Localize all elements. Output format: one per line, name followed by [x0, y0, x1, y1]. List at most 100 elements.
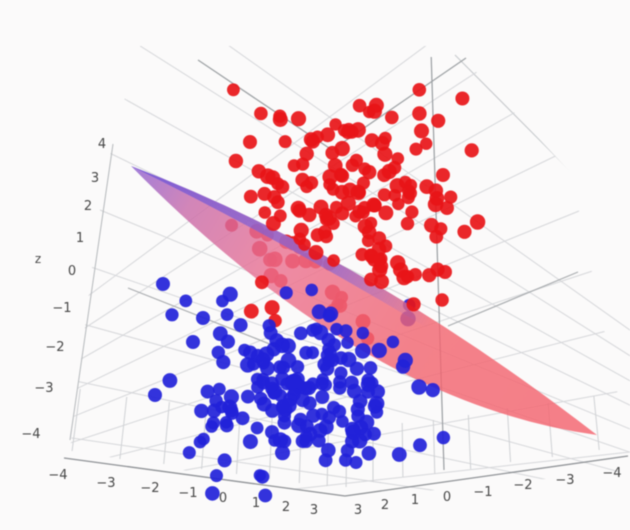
wall-grid-line [71, 388, 81, 452]
data-point-blue [341, 336, 354, 350]
data-point-red [278, 135, 292, 149]
data-point-red [243, 189, 258, 204]
data-point-red [290, 111, 307, 127]
data-point-red [367, 198, 382, 213]
z-tick-label: −2 [45, 340, 64, 355]
x-tick-label: 0 [219, 491, 227, 506]
y-tick-label: −4 [602, 466, 621, 481]
data-point-red [255, 275, 269, 290]
x-tick-label: −3 [96, 476, 115, 491]
y-tick-label: 1 [411, 493, 419, 508]
data-point-blue [274, 389, 287, 402]
data-point-blue [241, 389, 255, 404]
data-point-red [469, 214, 486, 230]
data-point-red [258, 206, 272, 219]
data-point-red [389, 178, 405, 194]
z-tick-label: 0 [68, 264, 76, 279]
data-point-blue [315, 390, 330, 404]
data-point-blue [286, 373, 303, 389]
data-point-blue [281, 397, 297, 414]
data-point-blue [371, 342, 387, 359]
data-point-red [290, 200, 306, 217]
data-point-red [435, 293, 449, 307]
data-point-red [412, 106, 427, 121]
data-point-blue [315, 407, 329, 421]
data-point-blue [334, 351, 348, 365]
grid-lines [63, 46, 630, 499]
grid-line [70, 331, 605, 472]
data-point-red [330, 200, 343, 214]
data-point-blue [397, 352, 413, 368]
data-point-blue [355, 343, 371, 359]
data-point-blue [250, 421, 264, 435]
data-point-red [412, 83, 427, 97]
z-tick-label: 2 [84, 199, 92, 214]
data-point-red [373, 253, 386, 266]
data-point-red [322, 169, 339, 185]
data-point-blue [391, 447, 407, 462]
data-point-red [362, 165, 377, 180]
data-point-blue [217, 453, 232, 468]
data-point-blue [319, 378, 332, 392]
pane-lattice [70, 46, 630, 499]
data-point-red [400, 216, 415, 231]
data-point-blue [196, 311, 210, 325]
data-point-blue [156, 277, 170, 291]
data-point-red [361, 234, 375, 248]
data-point-red [320, 127, 336, 143]
data-point-blue [413, 438, 427, 453]
data-point-blue [179, 294, 193, 308]
data-point-red [352, 98, 367, 113]
wall-grid-line [593, 395, 600, 451]
data-point-red [414, 123, 429, 139]
y-tick-label: −1 [473, 485, 492, 500]
data-point-red [271, 177, 285, 191]
y-tick-label: 2 [381, 498, 389, 513]
data-point-blue [349, 361, 364, 376]
data-point-blue [425, 383, 440, 398]
data-point-red [228, 153, 244, 169]
data-point-blue [215, 400, 228, 414]
grid-line [70, 46, 529, 321]
data-point-blue [222, 286, 238, 302]
data-point-red [326, 182, 340, 196]
data-point-red [342, 182, 358, 198]
data-point-red [319, 229, 334, 244]
wall-grid-line [163, 401, 170, 465]
z-tick-label: −3 [34, 381, 53, 396]
y-tick-label: 0 [443, 490, 451, 505]
data-point-blue [280, 352, 297, 369]
data-point-red [406, 297, 421, 312]
data-point-red [340, 125, 355, 140]
data-point-blue [279, 286, 293, 300]
data-point-red [299, 146, 314, 161]
data-point-red [464, 143, 479, 158]
x-tick-label: −2 [140, 481, 159, 496]
data-point-red [402, 184, 416, 198]
z-tick-label: 3 [91, 171, 99, 186]
data-point-blue [353, 419, 369, 436]
data-point-red [272, 112, 288, 127]
data-point-blue [370, 405, 384, 419]
data-point-blue [220, 308, 234, 321]
data-point-blue [235, 411, 250, 426]
data-point-blue [240, 357, 256, 373]
data-point-blue [275, 445, 290, 461]
data-point-blue [356, 326, 370, 340]
z-tick-label: 4 [98, 137, 106, 152]
data-point-red [364, 133, 379, 148]
data-point-red [457, 224, 472, 239]
data-point-blue [340, 443, 355, 458]
data-point-red [377, 146, 393, 162]
data-point-red [357, 218, 373, 235]
wall-grid-line [119, 396, 128, 460]
data-point-blue [200, 384, 215, 399]
data-point-blue [305, 283, 319, 297]
data-point-blue [242, 434, 258, 450]
data-point-red [327, 254, 340, 267]
data-point-blue [253, 469, 267, 482]
box-edge-line [69, 143, 114, 441]
grid-line [454, 54, 630, 236]
